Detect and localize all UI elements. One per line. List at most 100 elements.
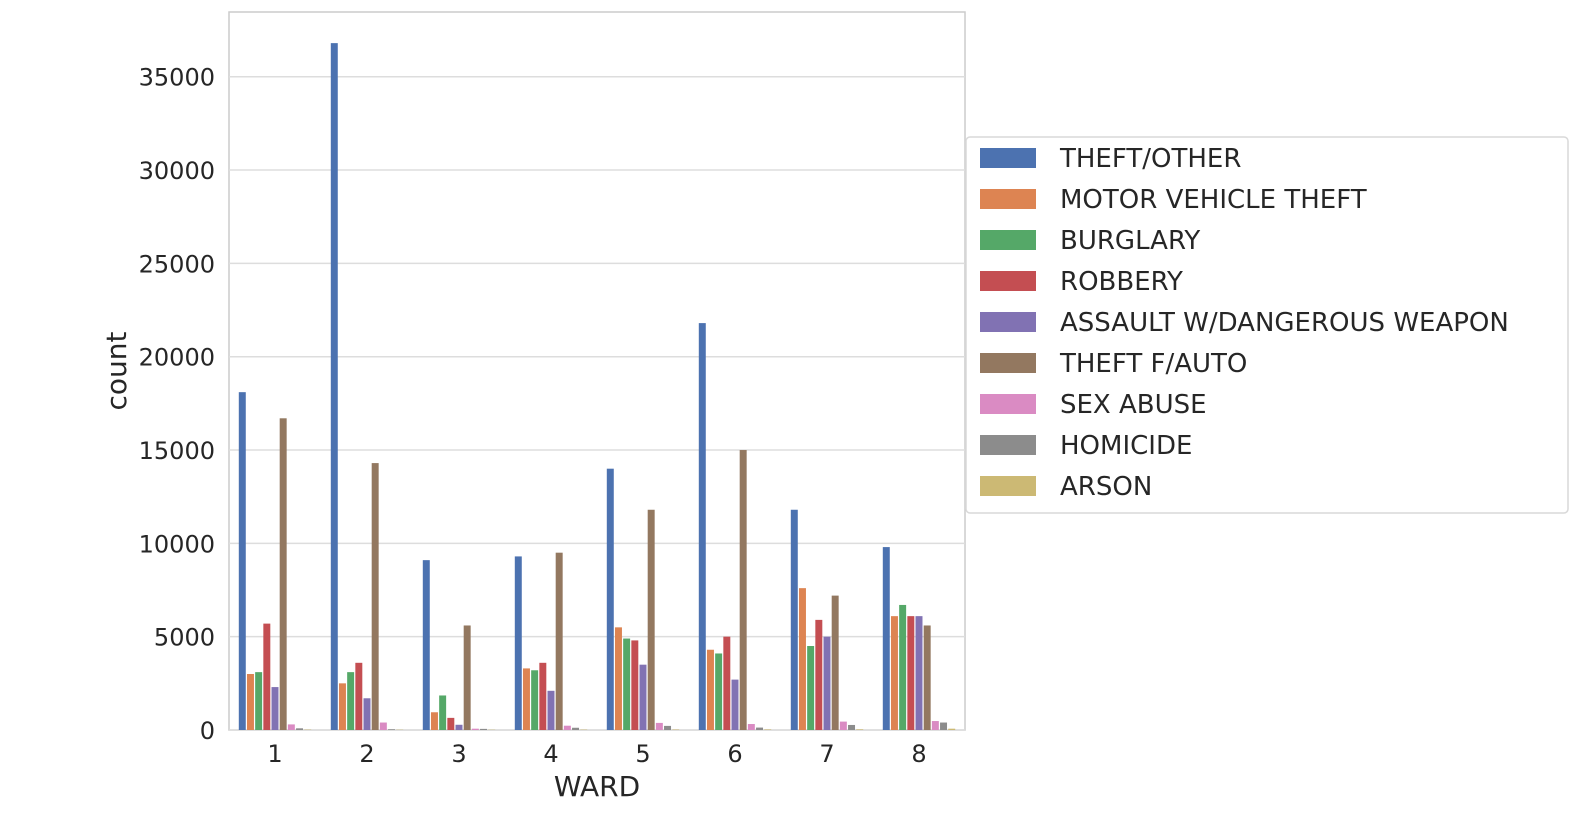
legend-swatch [980, 394, 1036, 414]
bar [555, 552, 563, 730]
bar [447, 717, 455, 730]
bar [338, 683, 346, 730]
bar [882, 547, 890, 730]
y-tick-label: 30000 [139, 157, 215, 185]
bar [363, 698, 371, 730]
bar [807, 646, 815, 730]
y-tick-label: 15000 [139, 437, 215, 465]
bar [839, 721, 847, 730]
bar [296, 728, 304, 730]
legend-swatch [980, 476, 1036, 496]
bars [238, 43, 956, 731]
y-tick-label: 35000 [139, 64, 215, 92]
bar [940, 722, 948, 730]
bar [931, 721, 939, 730]
bar [471, 728, 479, 730]
y-tick-label: 25000 [139, 250, 215, 278]
bar [422, 560, 430, 730]
legend-label: BURGLARY [1060, 226, 1200, 256]
bar [379, 722, 387, 730]
bar [899, 604, 907, 730]
bar [388, 729, 396, 730]
bar [614, 627, 622, 730]
bar [439, 695, 447, 730]
bar [430, 712, 438, 730]
bar [856, 729, 864, 730]
legend-label: ASSAULT W/DANGEROUS WEAPON [1060, 308, 1509, 338]
bar [715, 653, 723, 730]
bar [522, 668, 530, 730]
legend-label: ROBBERY [1060, 267, 1183, 297]
bar [547, 690, 555, 730]
bar [731, 679, 739, 730]
y-tick-label: 5000 [154, 624, 215, 652]
legend-swatch [980, 435, 1036, 455]
bar [371, 463, 379, 730]
bar [355, 662, 363, 730]
x-tick-label: 1 [267, 740, 282, 768]
x-tick-label: 4 [543, 740, 558, 768]
bar [764, 729, 772, 730]
legend-frame [965, 136, 1569, 514]
bar [246, 674, 254, 730]
legend-swatch [980, 353, 1036, 373]
legend-label: ARSON [1060, 472, 1152, 502]
bar [271, 687, 279, 730]
x-tick-label: 6 [727, 740, 742, 768]
bar [823, 636, 831, 730]
bar [747, 724, 755, 730]
legend-swatch [980, 271, 1036, 291]
bar [287, 724, 295, 730]
x-axis-title: WARD [554, 770, 640, 803]
legend-swatch [980, 148, 1036, 168]
bar [831, 595, 839, 730]
bar [798, 588, 806, 730]
legend-swatch [980, 312, 1036, 332]
bar [347, 672, 355, 730]
bar [915, 616, 923, 730]
legend-label: SEX ABUSE [1060, 390, 1207, 420]
bar [279, 418, 287, 730]
y-tick-label: 0 [200, 717, 215, 745]
y-tick-label: 10000 [139, 530, 215, 558]
bar [698, 323, 706, 730]
bar [623, 638, 631, 730]
bar [664, 725, 672, 730]
bar [815, 619, 823, 730]
x-tick-label: 8 [911, 740, 926, 768]
legend-label: THEFT F/AUTO [1059, 349, 1247, 379]
legend-label: THEFT/OTHER [1059, 144, 1241, 174]
bar [790, 509, 798, 730]
legend-label: MOTOR VEHICLE THEFT [1060, 185, 1367, 215]
x-tick-label: 2 [359, 740, 374, 768]
bar [531, 670, 539, 730]
bar [639, 664, 647, 730]
y-axis-title: count [100, 331, 133, 410]
x-tick-label: 3 [451, 740, 466, 768]
bar [463, 625, 471, 730]
legend-swatch [980, 230, 1036, 250]
bar [330, 43, 338, 731]
bar [539, 662, 547, 730]
bar [238, 392, 246, 730]
bar [923, 625, 931, 730]
legend-swatch [980, 189, 1036, 209]
bar [756, 727, 764, 730]
y-tick-label: 20000 [139, 344, 215, 372]
gridlines [229, 75, 965, 731]
x-tick-label: 5 [635, 740, 650, 768]
bar [514, 556, 522, 730]
bar [480, 728, 488, 730]
x-tick-label: 7 [819, 740, 834, 768]
legend: THEFT/OTHER MOTOR VEHICLE THEFT BURGLARY RO… [965, 136, 1569, 514]
bar [723, 636, 731, 730]
bar [606, 468, 614, 730]
bar [572, 727, 580, 730]
bar [655, 722, 663, 730]
bar [455, 724, 463, 730]
bar [631, 640, 639, 730]
bar [255, 672, 263, 730]
bar [647, 509, 655, 730]
bar [739, 450, 747, 730]
